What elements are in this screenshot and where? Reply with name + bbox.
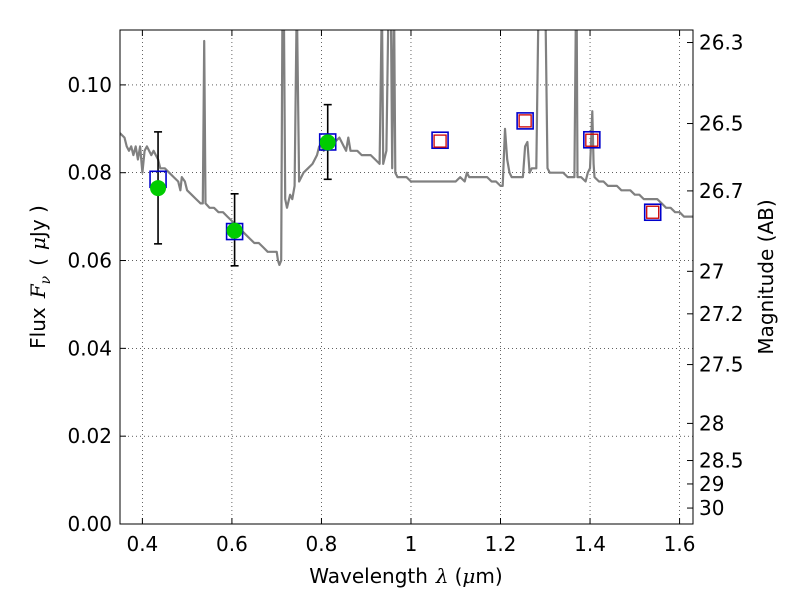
y2-tick-label: 30 bbox=[699, 496, 724, 520]
x-tick-label: 1.6 bbox=[664, 532, 696, 556]
x-tick-label: 0.4 bbox=[126, 532, 158, 556]
y-tick-label: 0.08 bbox=[67, 161, 112, 185]
observed-flux-point bbox=[319, 134, 336, 151]
x-tick-label: 0.8 bbox=[306, 532, 338, 556]
data-markers bbox=[149, 103, 662, 267]
x-axis-label: Wavelength λ (μm) bbox=[309, 564, 502, 588]
y2-tick-label: 26.7 bbox=[699, 179, 744, 203]
y2-tick-label: 27.2 bbox=[699, 302, 744, 326]
x-tick-label: 1.2 bbox=[485, 532, 517, 556]
y-axis-ticks: 0.00 0.02 0.04 0.06 0.08 0.10 bbox=[67, 73, 126, 536]
y-tick-label: 0.10 bbox=[67, 73, 112, 97]
y2-tick-label: 29 bbox=[699, 472, 724, 496]
y2-tick-label: 28 bbox=[699, 411, 724, 435]
plot-frame bbox=[119, 29, 694, 525]
y-tick-label: 0.02 bbox=[67, 424, 112, 448]
model-band-square bbox=[431, 131, 449, 150]
x-tick-label: 1 bbox=[405, 532, 418, 556]
y-tick-label: 0.04 bbox=[67, 336, 112, 360]
y2-axis-label: Magnitude (AB) bbox=[754, 199, 778, 354]
predicted-flux-square bbox=[585, 133, 599, 147]
y2-tick-label: 26.3 bbox=[699, 31, 744, 55]
y2-tick-label: 27.5 bbox=[699, 353, 744, 377]
grid-lines bbox=[120, 30, 693, 525]
y-axis-label: FluxFν(μJy ) bbox=[26, 205, 54, 349]
model-band-square bbox=[583, 130, 601, 149]
y2-tick-label: 26.5 bbox=[699, 112, 744, 136]
predicted-flux-square bbox=[646, 205, 660, 219]
y2-tick-label: 28.5 bbox=[699, 449, 744, 473]
observed-flux-point bbox=[150, 180, 167, 197]
x-axis-ticks: 0.4 0.6 0.8 1 1.2 1.4 1.6 bbox=[126, 30, 695, 556]
predicted-flux-square bbox=[433, 134, 447, 148]
y-tick-label: 0.06 bbox=[67, 249, 112, 273]
observed-flux-point bbox=[226, 222, 243, 239]
y-tick-label: 0.00 bbox=[67, 512, 112, 536]
y2-tick-label: 27 bbox=[699, 259, 724, 283]
spectrum-line bbox=[120, 30, 693, 266]
model-band-square bbox=[643, 203, 662, 222]
model-spectrum-line bbox=[120, 30, 693, 266]
x-tick-label: 0.6 bbox=[216, 532, 248, 556]
predicted-flux-square bbox=[518, 114, 532, 128]
model-band-square bbox=[516, 112, 534, 130]
x-tick-label: 1.4 bbox=[574, 532, 606, 556]
